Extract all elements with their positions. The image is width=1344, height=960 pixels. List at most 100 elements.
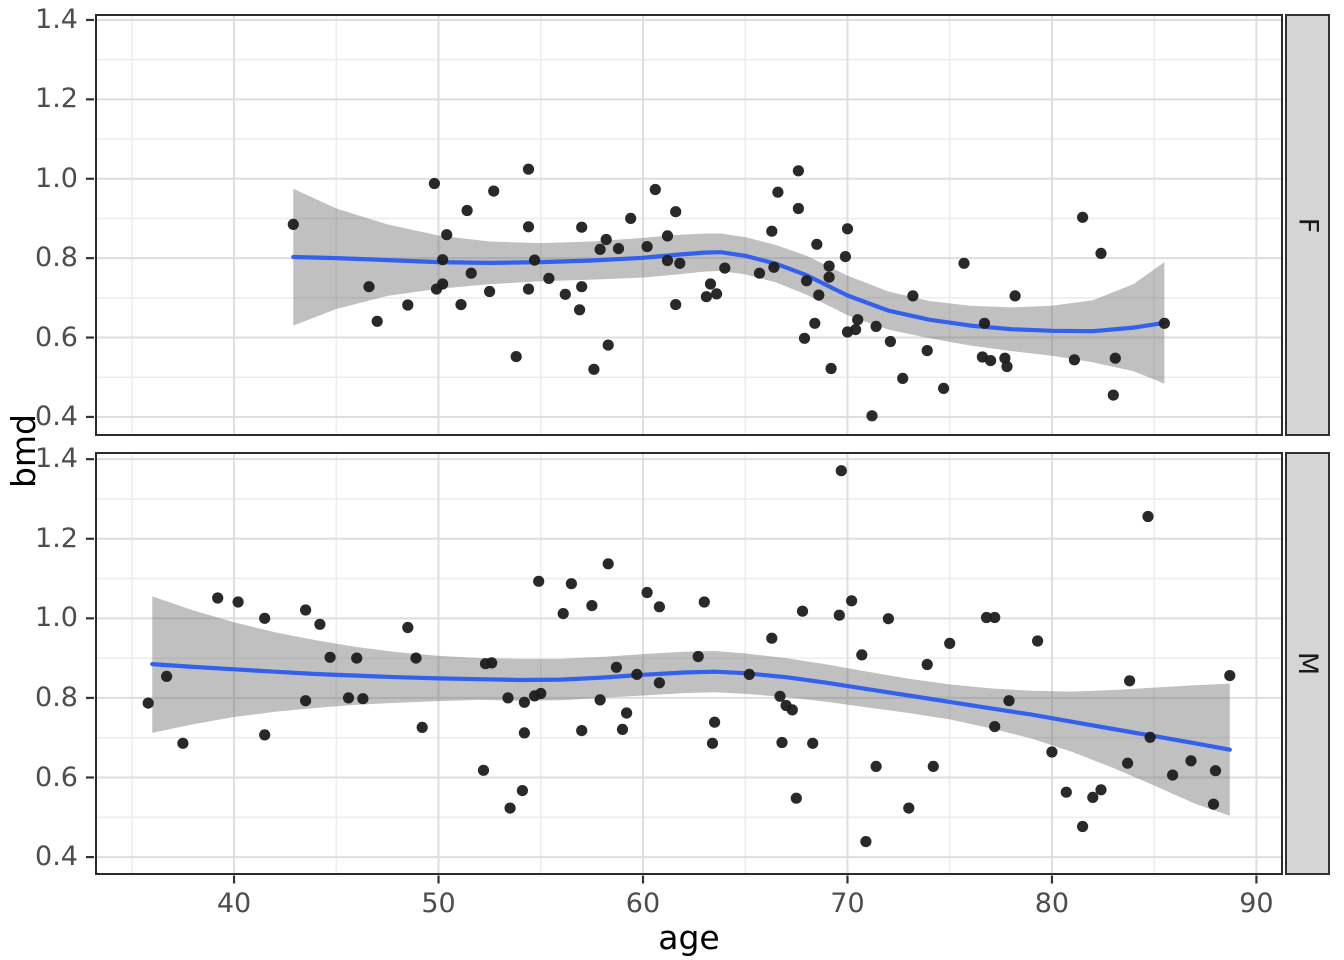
data-point bbox=[897, 372, 909, 384]
data-point bbox=[259, 729, 271, 741]
data-point bbox=[823, 271, 835, 283]
x-axis-title: age bbox=[658, 918, 720, 957]
data-point bbox=[410, 652, 422, 664]
y-tick-label: 1.4 bbox=[35, 3, 78, 35]
data-point bbox=[719, 262, 731, 274]
data-point bbox=[625, 212, 637, 224]
data-point bbox=[786, 704, 798, 716]
y-ticks-f bbox=[86, 18, 94, 419]
data-point bbox=[465, 267, 477, 279]
data-point bbox=[232, 596, 244, 608]
data-point bbox=[351, 652, 363, 664]
data-point bbox=[884, 335, 897, 348]
data-point bbox=[835, 465, 847, 477]
data-point bbox=[300, 604, 312, 616]
data-point bbox=[1009, 290, 1021, 302]
data-point bbox=[839, 251, 852, 263]
y-tick-label: 0.6 bbox=[35, 321, 78, 353]
data-point bbox=[661, 230, 674, 242]
smooth-line-f bbox=[291, 250, 1167, 334]
data-point bbox=[504, 802, 516, 814]
data-point bbox=[588, 363, 600, 375]
data-point bbox=[1001, 360, 1013, 373]
data-point bbox=[709, 716, 721, 728]
y-tick-label: 0.4 bbox=[35, 841, 78, 873]
data-point bbox=[610, 661, 623, 673]
data-point bbox=[522, 283, 535, 295]
data-point bbox=[586, 600, 598, 612]
y-tick-label: 0.6 bbox=[35, 761, 78, 793]
data-point bbox=[882, 613, 895, 625]
x-tick-label: 90 bbox=[1239, 888, 1274, 919]
data-point bbox=[846, 595, 858, 607]
data-point bbox=[772, 186, 784, 198]
data-point bbox=[985, 355, 997, 367]
data-point bbox=[841, 223, 854, 235]
data-point bbox=[711, 288, 723, 300]
data-point bbox=[441, 229, 453, 241]
data-point bbox=[978, 317, 991, 329]
data-point bbox=[529, 254, 541, 266]
data-point bbox=[212, 592, 224, 604]
data-point bbox=[1095, 247, 1107, 259]
data-point bbox=[825, 362, 837, 375]
data-point bbox=[670, 206, 682, 218]
data-point bbox=[813, 289, 825, 301]
data-point bbox=[796, 605, 809, 617]
data-point bbox=[989, 721, 1001, 733]
data-point bbox=[766, 632, 778, 644]
data-point bbox=[700, 291, 713, 303]
data-point bbox=[574, 304, 586, 316]
data-point bbox=[1207, 798, 1220, 810]
data-point bbox=[811, 238, 823, 250]
data-point bbox=[801, 275, 813, 287]
data-point bbox=[809, 317, 821, 329]
data-point bbox=[565, 578, 577, 590]
facet-strip-f-label: F bbox=[1292, 217, 1323, 233]
data-point bbox=[1087, 791, 1099, 803]
y-tick-label: 0.8 bbox=[35, 681, 78, 713]
data-point bbox=[753, 267, 766, 279]
data-point bbox=[602, 339, 614, 351]
data-point bbox=[594, 243, 606, 255]
x-tick-label: 50 bbox=[421, 888, 456, 919]
data-point bbox=[161, 670, 173, 682]
data-point bbox=[774, 690, 786, 702]
data-point bbox=[649, 183, 661, 196]
x-tick-label: 60 bbox=[625, 888, 661, 919]
data-point bbox=[177, 737, 189, 749]
data-point bbox=[921, 658, 933, 671]
data-point bbox=[641, 241, 653, 253]
data-point bbox=[533, 575, 545, 587]
data-point bbox=[768, 261, 780, 273]
data-point bbox=[807, 737, 819, 749]
data-point bbox=[314, 618, 326, 630]
data-point bbox=[576, 725, 588, 737]
data-point bbox=[860, 836, 872, 848]
data-point bbox=[866, 410, 878, 422]
confidence-band-m bbox=[152, 596, 1230, 816]
data-point bbox=[641, 586, 653, 599]
data-point bbox=[661, 254, 674, 267]
data-point bbox=[1095, 784, 1107, 796]
data-point bbox=[856, 649, 868, 661]
data-point bbox=[1046, 746, 1058, 758]
data-point bbox=[543, 272, 555, 284]
data-point bbox=[927, 760, 939, 772]
data-point bbox=[944, 637, 956, 649]
data-point bbox=[416, 721, 428, 733]
y-tick-label: 0.4 bbox=[35, 400, 78, 432]
panel-f bbox=[95, 14, 1283, 436]
y-tick-label: 1.0 bbox=[35, 602, 78, 634]
data-point bbox=[870, 760, 882, 772]
data-point bbox=[455, 299, 467, 311]
data-point bbox=[790, 792, 802, 804]
y-tick-label: 1.0 bbox=[35, 162, 78, 194]
data-point bbox=[518, 696, 530, 708]
data-point bbox=[342, 692, 355, 704]
data-point bbox=[1077, 211, 1089, 223]
data-point bbox=[1032, 635, 1044, 647]
data-point bbox=[1185, 755, 1197, 767]
facet-strip-m: M bbox=[1285, 452, 1330, 875]
